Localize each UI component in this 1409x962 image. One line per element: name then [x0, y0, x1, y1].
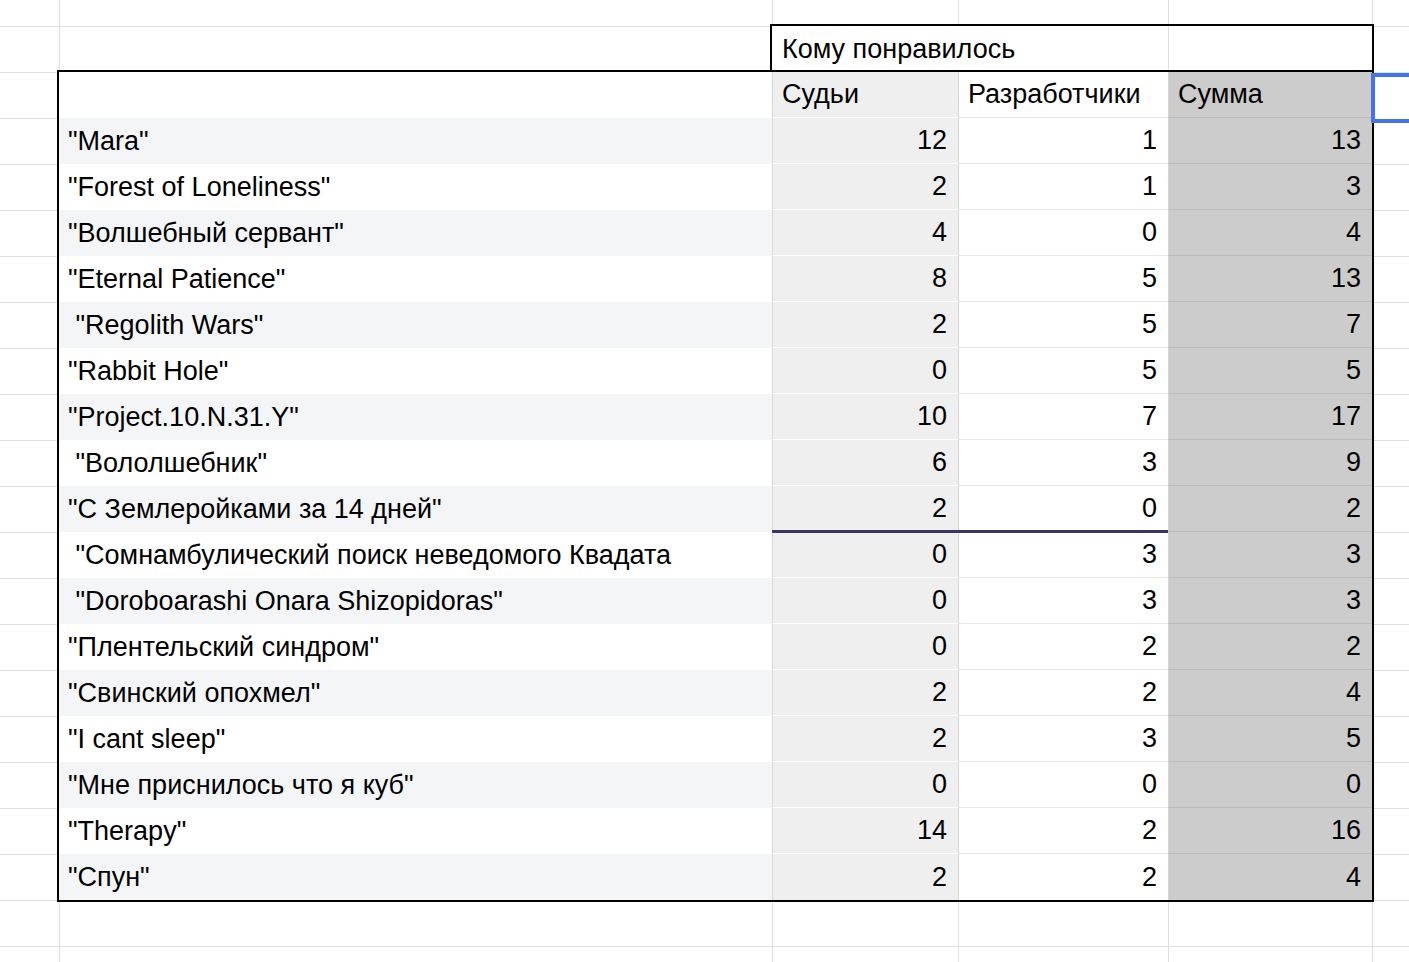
developers-cell[interactable]: 2: [958, 670, 1168, 716]
developers-cell[interactable]: 0: [958, 210, 1168, 256]
developers-cell[interactable]: 3: [958, 578, 1168, 624]
title-cell[interactable]: "С Землеройками за 14 дней": [59, 486, 772, 532]
title-cell[interactable]: "I cant sleep": [59, 716, 772, 762]
judges-cell[interactable]: 2: [772, 302, 958, 348]
title-cell[interactable]: "Сомнамбулический поиск неведомого Квада…: [59, 532, 772, 578]
title-cell[interactable]: "Therapy": [59, 808, 772, 854]
title-cell[interactable]: "Плентельский синдром": [59, 624, 772, 670]
title-cell[interactable]: "Свинский опохмел": [59, 670, 772, 716]
developers-cell[interactable]: 0: [958, 486, 1168, 532]
title-cell[interactable]: "Спун": [59, 854, 772, 900]
votes-table-grid: Судьи Разработчики Сумма "Mara"12113"For…: [59, 72, 1372, 900]
spreadsheet-screen: Кому понравилось Судьи Разработчики Сумм…: [0, 0, 1409, 962]
sum-cell[interactable]: 5: [1168, 348, 1372, 394]
title-cell[interactable]: "Волшебный сервант": [59, 210, 772, 256]
header-developers-cell[interactable]: Разработчики: [958, 72, 1168, 118]
judges-cell[interactable]: 2: [772, 670, 958, 716]
judges-cell[interactable]: 8: [772, 256, 958, 302]
developers-cell[interactable]: 7: [958, 394, 1168, 440]
sum-cell[interactable]: 16: [1168, 808, 1372, 854]
developers-cell[interactable]: 2: [958, 624, 1168, 670]
developers-cell[interactable]: 1: [958, 164, 1168, 210]
sum-cell[interactable]: 17: [1168, 394, 1372, 440]
header-judges-cell[interactable]: Судьи: [772, 72, 958, 118]
judges-cell[interactable]: 14: [772, 808, 958, 854]
merged-header-cell[interactable]: Кому понравилось: [770, 24, 1374, 74]
developers-cell[interactable]: 2: [958, 854, 1168, 900]
title-cell[interactable]: "Rabbit Hole": [59, 348, 772, 394]
header-corner-cell[interactable]: [59, 72, 772, 118]
title-cell[interactable]: "Вололшебник": [59, 440, 772, 486]
sum-cell[interactable]: 3: [1168, 164, 1372, 210]
judges-cell[interactable]: 0: [772, 532, 958, 578]
purple-divider-line: [772, 530, 1168, 533]
judges-cell[interactable]: 10: [772, 394, 958, 440]
developers-cell[interactable]: 1: [958, 118, 1168, 164]
developers-cell[interactable]: 5: [958, 348, 1168, 394]
sum-cell[interactable]: 7: [1168, 302, 1372, 348]
developers-cell[interactable]: 0: [958, 762, 1168, 808]
judges-cell[interactable]: 0: [772, 762, 958, 808]
merged-cell-gridline: [1168, 26, 1169, 72]
sum-cell[interactable]: 0: [1168, 762, 1372, 808]
judges-cell[interactable]: 12: [772, 118, 958, 164]
votes-table: Судьи Разработчики Сумма "Mara"12113"For…: [57, 70, 1374, 902]
developers-cell[interactable]: 3: [958, 716, 1168, 762]
sum-cell[interactable]: 3: [1168, 578, 1372, 624]
sum-cell[interactable]: 2: [1168, 486, 1372, 532]
title-cell[interactable]: "Eternal Patience": [59, 256, 772, 302]
title-cell[interactable]: "Forest of Loneliness": [59, 164, 772, 210]
sum-cell[interactable]: 4: [1168, 210, 1372, 256]
developers-cell[interactable]: 3: [958, 532, 1168, 578]
header-sum-cell[interactable]: Сумма: [1168, 72, 1372, 118]
merged-header-label: Кому понравилось: [772, 34, 1015, 65]
judges-cell[interactable]: 4: [772, 210, 958, 256]
developers-cell[interactable]: 5: [958, 302, 1168, 348]
selection-cursor-cell[interactable]: [1371, 73, 1409, 123]
title-cell[interactable]: "Mara": [59, 118, 772, 164]
title-cell[interactable]: "Doroboarashi Onara Shizopidoras": [59, 578, 772, 624]
title-cell[interactable]: "Мне приснилось что я куб": [59, 762, 772, 808]
judges-cell[interactable]: 2: [772, 486, 958, 532]
developers-cell[interactable]: 5: [958, 256, 1168, 302]
sum-cell[interactable]: 5: [1168, 716, 1372, 762]
judges-cell[interactable]: 0: [772, 624, 958, 670]
sum-cell[interactable]: 13: [1168, 118, 1372, 164]
judges-cell[interactable]: 6: [772, 440, 958, 486]
judges-cell[interactable]: 2: [772, 854, 958, 900]
judges-cell[interactable]: 0: [772, 348, 958, 394]
title-cell[interactable]: "Project.10.N.31.Y": [59, 394, 772, 440]
judges-cell[interactable]: 2: [772, 716, 958, 762]
sum-cell[interactable]: 4: [1168, 670, 1372, 716]
sum-cell[interactable]: 3: [1168, 532, 1372, 578]
sum-cell[interactable]: 4: [1168, 854, 1372, 900]
judges-cell[interactable]: 2: [772, 164, 958, 210]
sum-cell[interactable]: 2: [1168, 624, 1372, 670]
judges-cell[interactable]: 0: [772, 578, 958, 624]
sum-cell[interactable]: 13: [1168, 256, 1372, 302]
developers-cell[interactable]: 2: [958, 808, 1168, 854]
sum-cell[interactable]: 9: [1168, 440, 1372, 486]
title-cell[interactable]: "Regolith Wars": [59, 302, 772, 348]
developers-cell[interactable]: 3: [958, 440, 1168, 486]
